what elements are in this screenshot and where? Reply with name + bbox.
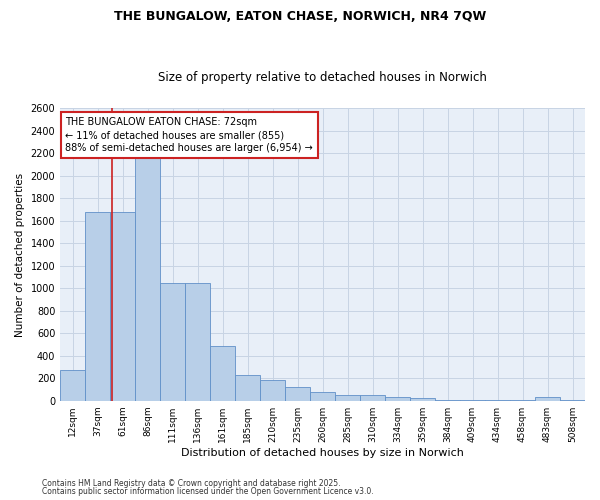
Bar xyxy=(385,398,410,400)
Bar xyxy=(310,392,335,400)
Bar xyxy=(235,375,260,400)
Text: Contains public sector information licensed under the Open Government Licence v3: Contains public sector information licen… xyxy=(42,487,374,496)
Bar xyxy=(110,212,135,400)
X-axis label: Distribution of detached houses by size in Norwich: Distribution of detached houses by size … xyxy=(181,448,464,458)
Bar xyxy=(285,386,310,400)
Bar xyxy=(360,395,385,400)
Y-axis label: Number of detached properties: Number of detached properties xyxy=(15,172,25,336)
Title: Size of property relative to detached houses in Norwich: Size of property relative to detached ho… xyxy=(158,70,487,84)
Bar xyxy=(85,212,110,400)
Bar xyxy=(185,282,210,401)
Bar xyxy=(410,398,435,400)
Bar xyxy=(535,398,560,400)
Bar xyxy=(160,282,185,401)
Text: THE BUNGALOW, EATON CHASE, NORWICH, NR4 7QW: THE BUNGALOW, EATON CHASE, NORWICH, NR4 … xyxy=(114,10,486,23)
Bar xyxy=(135,142,160,401)
Text: THE BUNGALOW EATON CHASE: 72sqm
← 11% of detached houses are smaller (855)
88% o: THE BUNGALOW EATON CHASE: 72sqm ← 11% of… xyxy=(65,117,313,154)
Bar xyxy=(60,370,85,400)
Bar xyxy=(335,395,360,400)
Text: Contains HM Land Registry data © Crown copyright and database right 2025.: Contains HM Land Registry data © Crown c… xyxy=(42,478,341,488)
Bar xyxy=(210,346,235,401)
Bar xyxy=(260,380,285,400)
